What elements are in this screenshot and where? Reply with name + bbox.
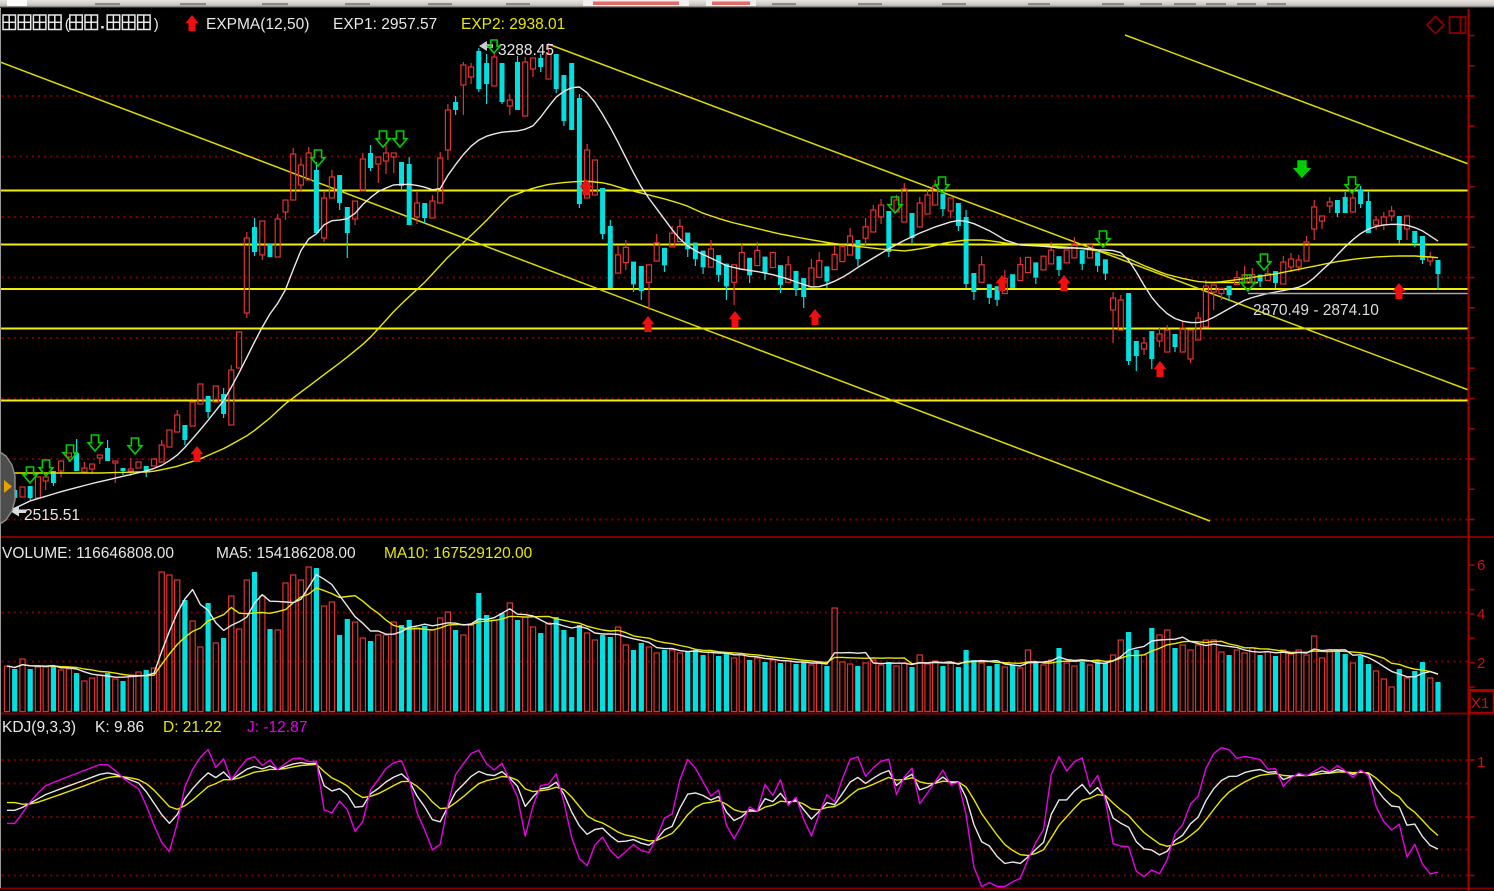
- svg-text:MA10: 167529120.00: MA10: 167529120.00: [384, 545, 533, 562]
- svg-text:2: 2: [1477, 655, 1485, 672]
- svg-text:4: 4: [1477, 606, 1485, 623]
- svg-text:EXPMA(12,50): EXPMA(12,50): [206, 16, 309, 33]
- svg-text:1: 1: [1477, 754, 1485, 771]
- svg-text:KDJ(9,3,3): KDJ(9,3,3): [2, 719, 76, 736]
- svg-text:(: (: [65, 16, 70, 33]
- svg-text:2870.49 - 2874.10: 2870.49 - 2874.10: [1253, 302, 1379, 319]
- svg-text:6: 6: [1477, 557, 1485, 574]
- svg-text:J: -12.87: J: -12.87: [247, 719, 307, 736]
- svg-text:VOLUME: 116646808.00: VOLUME: 116646808.00: [2, 545, 174, 562]
- svg-text:EXP2: 2938.01: EXP2: 2938.01: [461, 16, 565, 33]
- svg-text:3288.45: 3288.45: [498, 42, 554, 59]
- svg-text:2515.51: 2515.51: [24, 507, 80, 524]
- svg-text:D: 21.22: D: 21.22: [163, 719, 222, 736]
- svg-text:X1: X1: [1471, 695, 1489, 712]
- svg-text:K: 9.86: K: 9.86: [95, 719, 144, 736]
- svg-text:EXP1: 2957.57: EXP1: 2957.57: [333, 16, 437, 33]
- svg-text:MA5: 154186208.00: MA5: 154186208.00: [216, 545, 356, 562]
- svg-text:): ): [154, 16, 159, 33]
